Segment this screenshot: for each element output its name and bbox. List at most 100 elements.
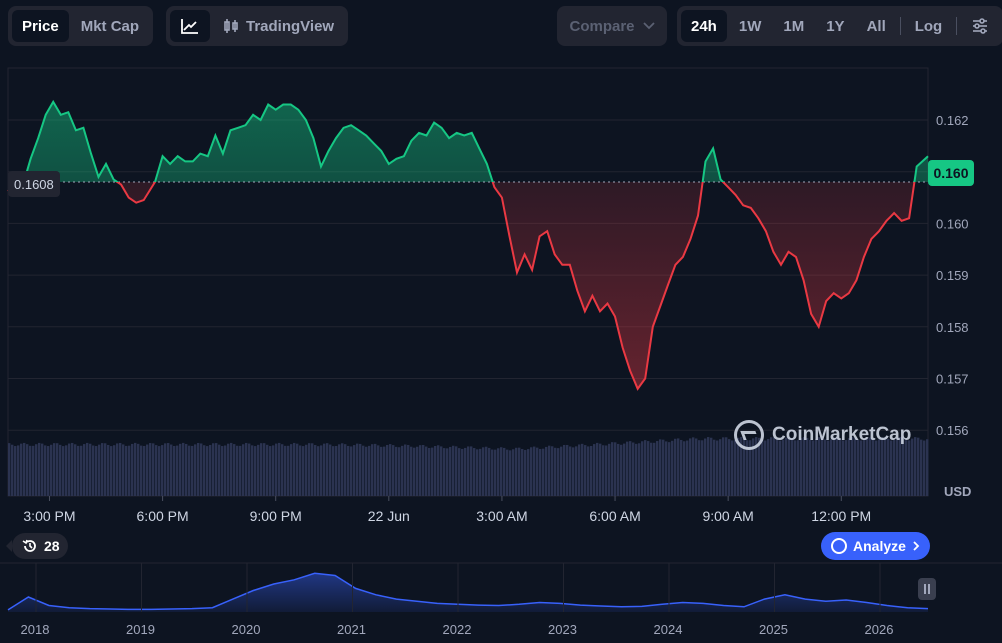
volume-bar bbox=[278, 442, 281, 496]
volume-bar bbox=[872, 439, 875, 496]
compare-dropdown[interactable]: Compare bbox=[557, 6, 667, 46]
line-chart-icon bbox=[181, 19, 198, 34]
volume-bar bbox=[761, 439, 764, 496]
line-chart-button[interactable] bbox=[170, 10, 210, 42]
volume-bar bbox=[371, 444, 374, 496]
x-tick-label: 6:00 PM bbox=[137, 508, 189, 524]
volume-bar bbox=[242, 444, 245, 496]
volume-bar bbox=[905, 440, 908, 496]
volume-bar bbox=[392, 445, 395, 496]
chevron-right-icon bbox=[913, 541, 920, 551]
volume-bar bbox=[257, 444, 260, 496]
volume-bar bbox=[818, 437, 821, 496]
navigator-year-label: 2025 bbox=[759, 622, 788, 637]
volume-bar bbox=[212, 443, 215, 496]
volume-bar bbox=[911, 438, 914, 496]
history-counter[interactable]: 28 bbox=[6, 533, 68, 559]
price-area bbox=[8, 101, 928, 389]
volume-bar bbox=[611, 442, 614, 496]
volume-bar bbox=[59, 444, 62, 496]
volume-bar bbox=[122, 444, 125, 496]
range-1w[interactable]: 1W bbox=[738, 17, 762, 35]
volume-bar bbox=[758, 437, 761, 496]
range-24h[interactable]: 24h bbox=[681, 10, 727, 42]
volume-bar bbox=[299, 445, 302, 496]
volume-bar bbox=[266, 444, 269, 496]
volume-bar bbox=[146, 444, 149, 496]
volume-bar bbox=[812, 440, 815, 496]
volume-bar bbox=[44, 445, 47, 496]
volume-bar bbox=[116, 443, 119, 496]
volume-bar bbox=[665, 441, 668, 496]
mktcap-tab[interactable]: Mkt Cap bbox=[80, 17, 140, 35]
sliders-icon bbox=[973, 18, 988, 34]
volume-bar bbox=[629, 441, 632, 496]
analyze-button[interactable]: Analyze bbox=[821, 532, 930, 560]
volume-bar bbox=[233, 444, 236, 496]
volume-bar bbox=[74, 444, 77, 496]
volume-bar bbox=[587, 446, 590, 496]
navigator-handle[interactable] bbox=[918, 578, 936, 600]
volume-bar bbox=[917, 437, 920, 496]
volume-bar bbox=[32, 445, 35, 496]
volume-bar bbox=[80, 445, 83, 496]
volume-bar bbox=[128, 445, 131, 496]
volume-bar bbox=[815, 438, 818, 496]
volume-bar bbox=[722, 437, 725, 496]
reference-price-tag: 0.1608 bbox=[8, 171, 60, 197]
y-tick-label: 0.162 bbox=[936, 113, 969, 128]
volume-bar bbox=[779, 440, 782, 496]
price-tab[interactable]: Price bbox=[12, 10, 69, 42]
volume-bar bbox=[458, 448, 461, 496]
volume-bar bbox=[497, 448, 500, 496]
analyze-label: Analyze bbox=[853, 538, 906, 554]
volume-bar bbox=[359, 443, 362, 496]
volume-bar bbox=[218, 444, 221, 496]
volume-bar bbox=[542, 448, 545, 496]
volume-bar bbox=[398, 447, 401, 496]
volume-bar bbox=[353, 445, 356, 496]
volume-bar bbox=[281, 444, 284, 496]
volume-bar bbox=[395, 446, 398, 496]
volume-bar bbox=[884, 437, 887, 496]
volume-bar bbox=[137, 443, 140, 496]
volume-bar bbox=[413, 447, 416, 496]
volume-bar bbox=[554, 447, 557, 496]
settings-button[interactable] bbox=[961, 10, 999, 42]
volume-bar bbox=[731, 440, 734, 496]
volume-bar bbox=[143, 445, 146, 496]
tradingview-button[interactable]: TradingView bbox=[212, 10, 344, 42]
log-toggle[interactable]: Log bbox=[914, 17, 943, 35]
volume-bar bbox=[866, 437, 869, 496]
volume-bar bbox=[53, 443, 56, 496]
volume-bar bbox=[92, 445, 95, 496]
volume-bar bbox=[269, 446, 272, 496]
volume-bar bbox=[188, 445, 191, 496]
volume-bar bbox=[56, 443, 59, 496]
volume-bar bbox=[368, 445, 371, 496]
x-tick-label: 12:00 PM bbox=[811, 508, 871, 524]
volume-bar bbox=[500, 447, 503, 496]
x-axis-labels: 3:00 PM 6:00 PM 9:00 PM 22 Jun 3:00 AM 6:00 A… bbox=[23, 496, 871, 524]
volume-bar bbox=[896, 437, 899, 496]
range-1y[interactable]: 1Y bbox=[826, 17, 845, 35]
volume-bar bbox=[431, 447, 434, 496]
range-navigator[interactable] bbox=[0, 562, 1002, 612]
volume-bar bbox=[317, 446, 320, 496]
volume-bar bbox=[689, 438, 692, 496]
volume-bar bbox=[200, 443, 203, 496]
range-all[interactable]: All bbox=[866, 17, 886, 35]
volume-bar bbox=[248, 443, 251, 496]
volume-bar bbox=[11, 444, 14, 496]
volume-bar bbox=[107, 444, 110, 496]
volume-bar bbox=[494, 449, 497, 496]
volume-bar bbox=[749, 440, 752, 496]
volume-bar bbox=[827, 440, 830, 496]
volume-bar bbox=[443, 448, 446, 496]
range-1m[interactable]: 1M bbox=[783, 17, 805, 35]
volume-bar bbox=[626, 441, 629, 496]
volume-bar bbox=[176, 445, 179, 496]
volume-bar bbox=[653, 442, 656, 496]
volume-bar bbox=[647, 441, 650, 496]
